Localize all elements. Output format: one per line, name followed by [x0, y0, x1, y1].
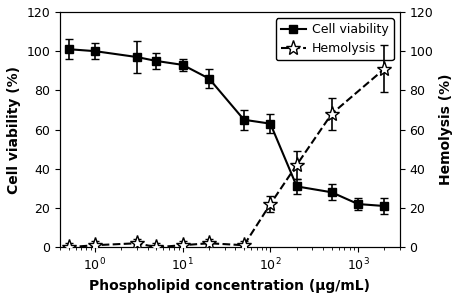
X-axis label: Phospholipid concentration (μg/mL): Phospholipid concentration (μg/mL): [90, 279, 369, 293]
Legend: Cell viability, Hemolysis: Cell viability, Hemolysis: [275, 18, 393, 60]
Y-axis label: Hemolysis (%): Hemolysis (%): [438, 74, 452, 185]
Y-axis label: Cell viability (%): Cell viability (%): [7, 66, 21, 194]
